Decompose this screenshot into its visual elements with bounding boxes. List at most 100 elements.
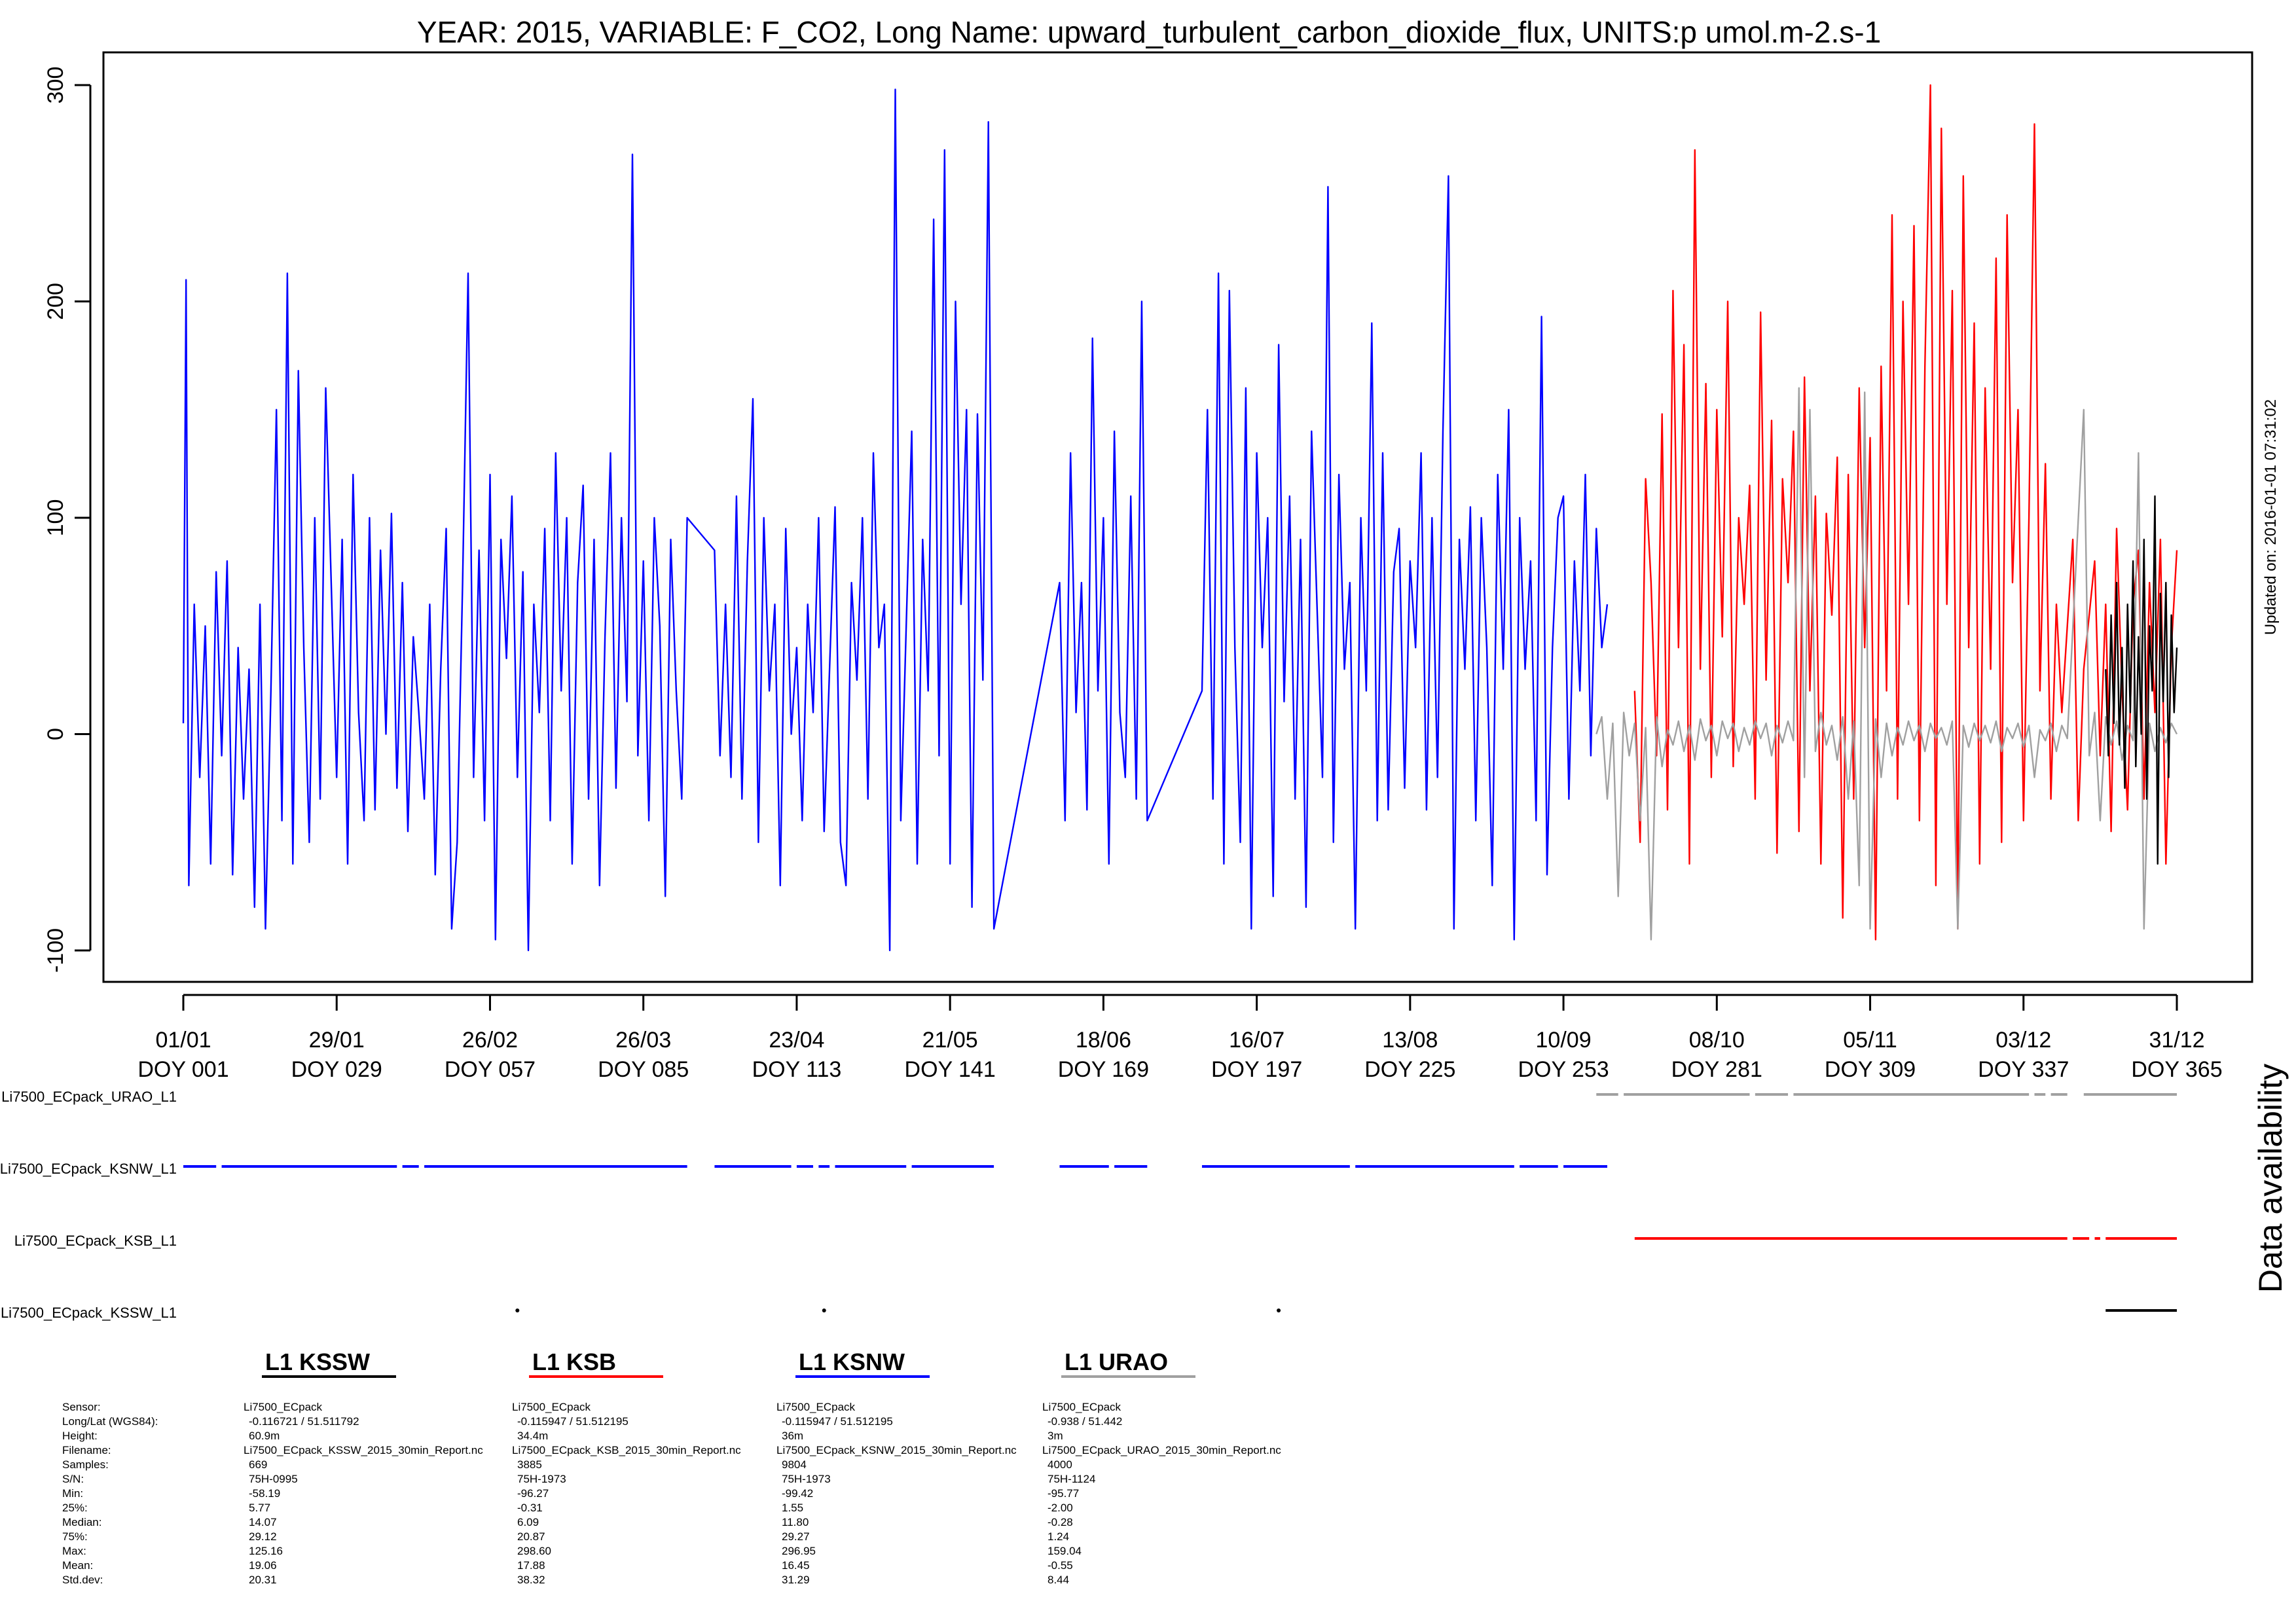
updated-label: Updated on: 2016-01-01 07:31:02	[2262, 399, 2280, 635]
x-tick-doy-label: DOY 029	[291, 1057, 382, 1082]
availability-label-l1-ksb: Li7500_ECpack_KSB_L1	[14, 1233, 177, 1249]
meta-cell-l1-ksnw: 31.29	[782, 1574, 810, 1586]
meta-row-label: Std.dev:	[62, 1574, 103, 1586]
meta-cell-l1-kssw: Li7500_ECpack_KSSW_2015_30min_Report.nc	[244, 1444, 483, 1456]
meta-cell-l1-ksb: Li7500_ECpack_KSB_2015_30min_Report.nc	[512, 1444, 741, 1456]
availability-title: Data availability	[2252, 1064, 2289, 1293]
series-l1-urao-line	[1595, 387, 2178, 941]
meta-cell-l1-kssw: 125.16	[249, 1545, 283, 1557]
x-tick-doy-label: DOY 253	[1518, 1057, 1609, 1082]
meta-cell-l1-ksnw: -0.115947 / 51.512195	[782, 1415, 893, 1428]
x-tick-date-label: 29/01	[309, 1028, 365, 1053]
meta-cell-l1-ksb: 3885	[517, 1458, 542, 1471]
availability-dot-l1-kssw	[515, 1308, 520, 1312]
availability-layer: Li7500_ECpack_URAO_L1 Li7500_ECpack_KSNW_…	[0, 1089, 2177, 1321]
meta-cell-l1-ksb: 34.4m	[517, 1430, 548, 1442]
x-axis: 01/01 DOY 001 29/01 DOY 029 26/02 DOY 057 26/0…	[137, 994, 2223, 1082]
meta-cell-l1-kssw: 29.12	[249, 1530, 277, 1543]
meta-cell-l1-urao: -0.938 / 51.442	[1048, 1415, 1122, 1428]
availability-dot-l1-kssw	[1277, 1308, 1281, 1312]
meta-cell-l1-urao: 8.44	[1048, 1574, 1069, 1586]
meta-cell-l1-kssw: -58.19	[249, 1487, 280, 1500]
meta-cell-l1-kssw: 20.31	[249, 1574, 277, 1586]
meta-cell-l1-ksnw: 16.45	[782, 1559, 810, 1572]
x-tick-date-label: 05/11	[1843, 1028, 1897, 1053]
series-l1-kssw-line	[2105, 495, 2178, 865]
y-tick-label: 100	[43, 499, 68, 537]
chart-title: YEAR: 2015, VARIABLE: F_CO2, Long Name: …	[417, 15, 1881, 49]
meta-cell-l1-ksnw: 1.55	[782, 1502, 803, 1514]
series-l1-ksb-line	[1633, 84, 2178, 941]
legend-label-l1-ksnw: L1 KSNW	[799, 1348, 905, 1375]
meta-cell-l1-ksnw: 9804	[782, 1458, 807, 1471]
availability-dot-l1-kssw	[822, 1308, 826, 1312]
meta-row-label: Min:	[62, 1487, 83, 1500]
meta-cell-l1-ksb: -0.31	[517, 1502, 543, 1514]
meta-cell-l1-urao: Li7500_ECpack	[1042, 1401, 1121, 1413]
y-axis: -100 0 100 200 300	[43, 67, 92, 973]
meta-row-label: Median:	[62, 1516, 101, 1528]
availability-label-l1-ksnw: Li7500_ECpack_KSNW_L1	[0, 1161, 177, 1177]
meta-cell-l1-ksb: Li7500_ECpack	[512, 1401, 591, 1413]
x-tick-doy-label: DOY 141	[905, 1057, 996, 1082]
series-layer	[182, 84, 2178, 952]
meta-cell-l1-ksnw: Li7500_ECpack	[776, 1401, 856, 1413]
x-tick-doy-label: DOY 225	[1364, 1057, 1455, 1082]
x-tick-doy-label: DOY 169	[1058, 1057, 1149, 1082]
meta-cell-l1-ksnw: Li7500_ECpack_KSNW_2015_30min_Report.nc	[776, 1444, 1017, 1456]
meta-cell-l1-ksnw: 11.80	[782, 1516, 809, 1528]
x-tick-doy-label: DOY 365	[2131, 1057, 2222, 1082]
meta-cell-l1-ksb: 38.32	[517, 1574, 545, 1586]
availability-label-l1-urao: Li7500_ECpack_URAO_L1	[1, 1089, 177, 1105]
x-tick-date-label: 23/04	[769, 1028, 824, 1053]
x-tick-doy-label: DOY 085	[598, 1057, 689, 1082]
meta-cell-l1-ksnw: 75H-1973	[782, 1473, 831, 1485]
x-tick-date-label: 01/01	[155, 1028, 211, 1053]
x-tick-doy-label: DOY 001	[137, 1057, 228, 1082]
meta-cell-l1-urao: 75H-1124	[1048, 1473, 1095, 1485]
y-tick-label: 200	[43, 283, 68, 320]
x-tick-doy-label: DOY 113	[752, 1057, 842, 1082]
meta-cell-l1-ksnw: 36m	[782, 1430, 803, 1442]
meta-cell-l1-ksb: 75H-1973	[517, 1473, 566, 1485]
meta-row-label: Samples:	[62, 1458, 109, 1471]
meta-cell-l1-urao: -0.55	[1048, 1559, 1073, 1572]
meta-cell-l1-kssw: 5.77	[249, 1502, 270, 1514]
x-tick-date-label: 10/09	[1536, 1028, 1592, 1053]
plot-frame	[102, 51, 2253, 983]
x-tick-date-label: 08/10	[1689, 1028, 1745, 1053]
x-tick-date-label: 31/12	[2149, 1028, 2204, 1053]
y-tick-label: 300	[43, 67, 68, 104]
meta-cell-l1-ksnw: -99.42	[782, 1487, 813, 1500]
meta-cell-l1-kssw: 669	[249, 1458, 267, 1471]
meta-cell-l1-ksb: -96.27	[517, 1487, 549, 1500]
x-tick-date-label: 16/07	[1229, 1028, 1285, 1053]
meta-cell-l1-urao: 3m	[1048, 1430, 1063, 1442]
x-tick-date-label: 03/12	[1995, 1028, 2051, 1053]
meta-row-label: S/N:	[62, 1473, 84, 1485]
metadata-table: Sensor: Long/Lat (WGS84): Height: Filename:…	[62, 1401, 1281, 1586]
x-tick-date-label: 21/05	[922, 1028, 978, 1053]
meta-row-label: Filename:	[62, 1444, 111, 1456]
x-tick-date-label: 13/08	[1382, 1028, 1438, 1053]
meta-cell-l1-ksb: 6.09	[517, 1516, 539, 1528]
meta-cell-l1-ksb: 298.60	[517, 1545, 551, 1557]
meta-row-label: 25%:	[62, 1502, 88, 1514]
meta-cell-l1-kssw: Li7500_ECpack	[244, 1401, 323, 1413]
meta-cell-l1-kssw: 60.9m	[249, 1430, 280, 1442]
meta-cell-l1-ksb: 17.88	[517, 1559, 545, 1572]
x-tick-doy-label: DOY 057	[445, 1057, 536, 1082]
meta-cell-l1-ksnw: 29.27	[782, 1530, 810, 1543]
meta-row-label: Sensor:	[62, 1401, 101, 1413]
meta-row-label: Long/Lat (WGS84):	[62, 1415, 158, 1428]
legend-label-l1-kssw: L1 KSSW	[265, 1348, 370, 1375]
meta-cell-l1-urao: 159.04	[1048, 1545, 1082, 1557]
availability-label-l1-kssw: Li7500_ECpack_KSSW_L1	[1, 1305, 177, 1321]
meta-cell-l1-urao: -95.77	[1048, 1487, 1079, 1500]
meta-cell-l1-ksb: -0.115947 / 51.512195	[517, 1415, 629, 1428]
meta-cell-l1-kssw: 75H-0995	[249, 1473, 298, 1485]
meta-cell-l1-kssw: -0.116721 / 51.511792	[249, 1415, 359, 1428]
x-tick-date-label: 26/03	[615, 1028, 671, 1053]
y-tick-label: -100	[43, 928, 68, 973]
